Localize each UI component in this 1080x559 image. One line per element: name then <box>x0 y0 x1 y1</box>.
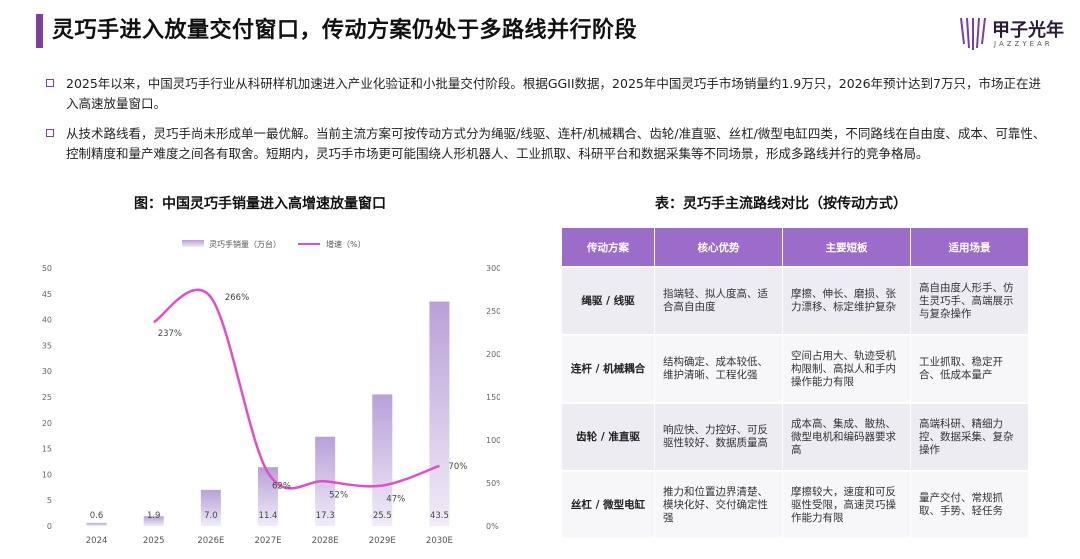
bar-value-label: 1.9 <box>147 511 161 521</box>
cell-advantage: 响应快、力控好、可反驱性较好、数据质量高 <box>655 402 783 470</box>
cell-shortcoming: 空间占用大、轨迹受机构限制、高拟人和手内操作能力有限 <box>783 334 911 402</box>
cell-scheme: 齿轮 / 准直驱 <box>562 402 655 470</box>
y-axis-right: 0% 50% 100% 150% 200% 250% 300% <box>486 264 500 531</box>
y-left-tick-label: 10 <box>42 470 52 479</box>
header-advantage: 核心优势 <box>655 228 783 266</box>
page-title: 灵巧手进入放量交付窗口，传动方案仍处于多路线并行阶段 <box>52 18 638 43</box>
y-right-tick-label: 300% <box>486 264 500 273</box>
cell-scenario: 高自由度人形手、仿生灵巧手、高端展示与复杂操作 <box>911 266 1029 334</box>
header-shortcoming: 主要短板 <box>783 228 911 266</box>
cell-advantage: 结构确定、成本较低、维护清晰、工程化强 <box>655 334 783 402</box>
logo-mark-icon <box>960 17 986 50</box>
legend-label-sales: 灵巧手销量（万台） <box>209 239 281 249</box>
y-left-tick-label: 15 <box>42 445 52 454</box>
x-tick-label: 2030E <box>426 536 453 546</box>
growth-line-series: 237% 266% 62% 52% 47% 70% <box>153 288 467 505</box>
growth-value-label: 52% <box>329 490 348 500</box>
y-left-tick-label: 30 <box>42 367 52 376</box>
logo-text-en: JAZZYEAR <box>994 40 1053 48</box>
y-right-tick-label: 50% <box>486 479 500 488</box>
y-left-tick-label: 45 <box>42 290 52 299</box>
cell-advantage: 指端轻、拟人度高、适合高自由度 <box>655 266 783 334</box>
y-right-tick-label: 0% <box>486 522 499 531</box>
bar-value-label: 7.0 <box>204 511 218 521</box>
header-scheme: 传动方案 <box>562 228 655 266</box>
bar <box>372 394 393 526</box>
growth-line <box>153 288 440 490</box>
bar-value-labels: 0.6 1.9 7.0 11.4 17.3 25.5 43.5 <box>90 511 449 521</box>
bar-value-label: 0.6 <box>90 511 104 521</box>
bullet-item-technology: 从技术路线看，灵巧手尚未形成单一最优解。当前主流方案可按传动方式分为绳驱/线驱、… <box>46 124 1046 164</box>
cell-scheme: 连杆 / 机械耦合 <box>562 334 655 402</box>
x-tick-label: 2029E <box>369 536 396 546</box>
y-left-tick-label: 5 <box>47 496 52 505</box>
brand-logo: 甲子光年 JAZZYEAR <box>958 14 1068 54</box>
y-right-tick-label: 150% <box>486 393 500 402</box>
cell-scheme: 丝杠 / 微型电缸 <box>562 470 655 538</box>
growth-value-label: 237% <box>158 329 182 339</box>
growth-value-label: 266% <box>225 293 249 303</box>
cell-shortcoming: 摩擦、伸长、磨损、张力漂移、标定维护复杂 <box>783 266 911 334</box>
bullet-text: 从技术路线看，灵巧手尚未形成单一最优解。当前主流方案可按传动方式分为绳驱/线驱、… <box>66 126 1046 161</box>
bar-value-label: 17.3 <box>316 511 335 521</box>
chart-legend: 灵巧手销量（万台） 增速（%） <box>182 239 366 249</box>
bullet-square-icon <box>46 129 54 137</box>
cell-scenario: 工业抓取、稳定开合、低成本量产 <box>911 334 1029 402</box>
x-tick-label: 2026E <box>197 536 224 546</box>
bar-series <box>86 301 450 526</box>
bullet-item-market: 2025年以来，中国灵巧手行业从科研样机加速进入产业化验证和小批量交付阶段。根据… <box>46 74 1046 114</box>
y-left-tick-label: 20 <box>42 419 52 428</box>
table-row: 齿轮 / 准直驱 响应快、力控好、可反驱性较好、数据质量高 成本高、集成、散热、… <box>562 402 1029 470</box>
title-accent-bar <box>36 14 43 48</box>
bar-value-label: 43.5 <box>430 511 449 521</box>
legend-label-growth: 增速（%） <box>326 239 366 249</box>
y-axis-left: 0 5 10 15 20 25 30 35 40 45 50 <box>42 264 52 531</box>
bar-value-label: 11.4 <box>259 511 278 521</box>
cell-advantage: 推力和位置边界清楚、模块化好、交付确定性强 <box>655 470 783 538</box>
cell-shortcoming: 成本高、集成、散热、微型电机和编码器要求高 <box>783 402 911 470</box>
table-row: 丝杠 / 微型电缸 推力和位置边界清楚、模块化好、交付确定性强 摩擦较大，速度和… <box>562 470 1029 538</box>
growth-value-label: 62% <box>272 482 291 492</box>
x-axis: 2024 2025 2026E 2027E 2028E 2029E 2030E <box>86 536 453 546</box>
table-header-row: 传动方案 核心优势 主要短板 适用场景 <box>562 228 1029 266</box>
cell-scenario: 量产交付、常规抓取、手势、轻任务 <box>911 470 1029 538</box>
y-right-tick-label: 200% <box>486 350 500 359</box>
chart-title: 图：中国灵巧手销量进入高增速放量窗口 <box>134 196 386 212</box>
table-row: 绳驱 / 线驱 指端轻、拟人度高、适合高自由度 摩擦、伸长、磨损、张力漂移、标定… <box>562 266 1029 334</box>
x-tick-label: 2025 <box>143 536 165 546</box>
table-row: 连杆 / 机械耦合 结构确定、成本较低、维护清晰、工程化强 空间占用大、轨迹受机… <box>562 334 1029 402</box>
route-comparison-table: 传动方案 核心优势 主要短板 适用场景 绳驱 / 线驱 指端轻、拟人度高、适合高… <box>562 228 1029 538</box>
x-tick-label: 2028E <box>312 536 339 546</box>
y-right-tick-label: 100% <box>486 436 500 445</box>
y-left-tick-label: 0 <box>47 522 52 531</box>
cell-shortcoming: 摩擦较大，速度和可反驱性受限，高速灵巧操作能力有限 <box>783 470 911 538</box>
cell-scenario: 高端科研、精细力控、数据采集、复杂操作 <box>911 402 1029 470</box>
bullet-square-icon <box>46 79 54 87</box>
growth-value-label: 47% <box>386 495 405 505</box>
y-left-tick-label: 35 <box>42 341 52 350</box>
bar-value-label: 25.5 <box>373 511 392 521</box>
growth-value-label: 70% <box>448 462 467 472</box>
bar <box>258 467 278 526</box>
cell-scheme: 绳驱 / 线驱 <box>562 266 655 334</box>
x-tick-label: 2024 <box>86 536 108 546</box>
header-scenario: 适用场景 <box>911 228 1029 266</box>
x-tick-label: 2027E <box>254 536 281 546</box>
bullet-text: 2025年以来，中国灵巧手行业从科研样机加速进入产业化验证和小批量交付阶段。根据… <box>66 76 1042 111</box>
y-left-tick-label: 25 <box>42 393 52 402</box>
y-left-tick-label: 50 <box>42 264 52 273</box>
bar <box>86 522 107 526</box>
legend-bar-swatch <box>182 240 204 247</box>
y-right-tick-label: 250% <box>486 307 500 316</box>
bar <box>429 301 450 526</box>
y-left-tick-label: 40 <box>42 316 52 325</box>
table-title: 表：灵巧手主流路线对比（按传动方式） <box>655 196 907 212</box>
bar <box>200 489 221 526</box>
logo-text-cn: 甲子光年 <box>992 20 1064 41</box>
bar <box>143 516 164 526</box>
